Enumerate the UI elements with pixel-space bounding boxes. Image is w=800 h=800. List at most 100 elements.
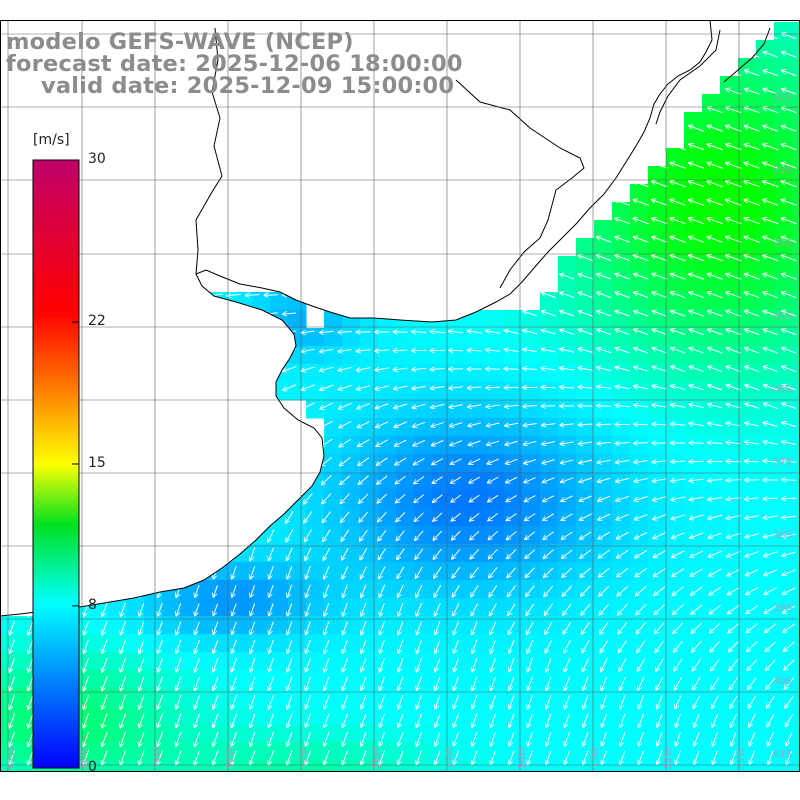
speed-cell [684, 760, 703, 772]
speed-cell [648, 400, 667, 419]
wind-arrow [763, 442, 778, 445]
speed-cell [720, 184, 739, 203]
speed-cell [684, 508, 703, 527]
wind-arrow [671, 479, 686, 481]
speed-cell [720, 292, 739, 311]
wind-arrow [689, 274, 705, 280]
speed-cell [756, 328, 775, 347]
wind-arrow [579, 477, 592, 482]
speed-cell [522, 382, 541, 401]
speed-cell [666, 544, 685, 563]
speed-cell [540, 670, 559, 689]
wind-arrow [597, 460, 611, 463]
speed-cell [576, 742, 595, 761]
speed-cell [342, 742, 361, 761]
speed-cell [558, 760, 577, 772]
speed-cell [342, 436, 361, 455]
speed-cell [756, 382, 775, 401]
speed-cell [720, 364, 739, 383]
speed-cell [720, 508, 739, 527]
wind-arrow [526, 585, 535, 597]
speed-cell [360, 454, 379, 473]
wind-arrow [601, 658, 608, 672]
wind-arrow [652, 461, 667, 462]
wind-arrow [451, 512, 461, 521]
speed-cell [504, 310, 523, 329]
wind-arrow [782, 366, 797, 373]
wind-arrow [729, 641, 739, 651]
wind-arrow [269, 621, 274, 635]
speed-cell [414, 526, 433, 545]
wind-arrow [195, 676, 200, 691]
wind-arrow [726, 126, 742, 132]
wind-arrow [615, 218, 631, 225]
wind-arrow [453, 603, 460, 615]
wind-arrow [689, 292, 705, 299]
speed-cell [756, 634, 775, 653]
speed-cell [684, 202, 703, 221]
speed-cell [288, 382, 307, 401]
speed-cell [720, 598, 739, 617]
speed-cell [684, 400, 703, 419]
wind-arrow [763, 200, 779, 206]
wind-arrow [544, 549, 554, 559]
speed-cell [486, 310, 505, 329]
speed-cell [756, 400, 775, 419]
speed-cell [180, 706, 199, 725]
speed-cell [522, 346, 541, 365]
wind-arrow [689, 144, 705, 151]
wind-arrow [782, 329, 797, 336]
speed-cell [324, 418, 343, 437]
speed-cell [702, 238, 721, 257]
wind-arrow [728, 604, 740, 613]
speed-cell [270, 562, 289, 581]
wind-arrow [398, 621, 404, 634]
speed-cell [432, 706, 451, 725]
speed-cell [198, 670, 217, 689]
wind-arrow [431, 386, 445, 388]
speed-cell [738, 616, 757, 635]
speed-cell [774, 544, 793, 563]
wind-arrow [782, 255, 797, 262]
speed-cell [594, 562, 613, 581]
wind-arrow [394, 421, 407, 427]
wind-arrow [320, 331, 334, 332]
speed-cell [630, 184, 649, 203]
wind-arrow [671, 366, 686, 373]
wind-arrow [618, 622, 628, 633]
speed-cell [792, 310, 800, 329]
speed-cell [576, 382, 595, 401]
wind-arrow [525, 495, 536, 502]
speed-cell [702, 472, 721, 491]
wind-arrow [376, 403, 389, 408]
wind-arrow [416, 566, 423, 578]
speed-cell [324, 364, 343, 383]
speed-cell [324, 670, 343, 689]
wind-arrow [413, 439, 426, 445]
wind-arrow [395, 457, 407, 465]
wind-arrow [488, 512, 499, 520]
speed-cell [630, 328, 649, 347]
wind-arrow [726, 442, 741, 444]
wind-arrow [361, 658, 367, 671]
speed-cell [630, 202, 649, 221]
speed-cell [378, 688, 397, 707]
wind-arrow [709, 568, 722, 576]
wind-arrow [582, 621, 590, 634]
wind-arrow [673, 622, 684, 633]
wind-arrow [598, 531, 611, 539]
wind-arrow [398, 639, 404, 653]
speed-cell [306, 742, 325, 761]
wind-arrow [139, 639, 145, 653]
speed-cell [792, 454, 800, 473]
wind-arrow [376, 439, 389, 446]
speed-cell [216, 688, 235, 707]
wind-arrow [377, 493, 388, 503]
wind-arrow [634, 367, 649, 372]
wind-arrow [28, 621, 34, 635]
speed-cell [558, 742, 577, 761]
speed-cell [486, 526, 505, 545]
speed-cell [594, 238, 613, 257]
wind-arrow [690, 496, 704, 500]
wind-arrow [726, 181, 742, 188]
